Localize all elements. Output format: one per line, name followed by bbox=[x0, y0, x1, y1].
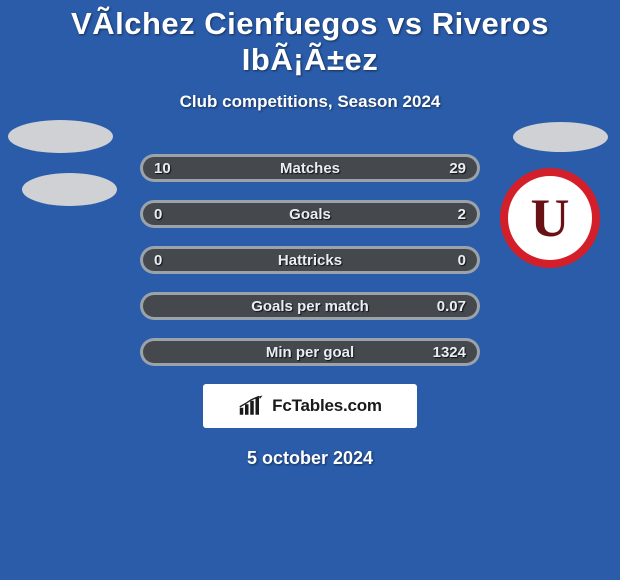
stat-right-value: 0 bbox=[420, 252, 466, 269]
stat-label: Hattricks bbox=[200, 252, 420, 269]
stat-row: 0 Goals 2 bbox=[140, 200, 480, 228]
stat-left-value: 0 bbox=[154, 252, 200, 269]
stat-row: Goals per match 0.07 bbox=[140, 292, 480, 320]
bars-icon bbox=[238, 395, 266, 417]
stat-row: 0 Hattricks 0 bbox=[140, 246, 480, 274]
stat-label: Goals bbox=[200, 206, 420, 223]
stat-left-value: 0 bbox=[154, 206, 200, 223]
stat-right-value: 29 bbox=[420, 160, 466, 177]
stat-right-value: 2 bbox=[420, 206, 466, 223]
page-subtitle: Club competitions, Season 2024 bbox=[0, 92, 620, 112]
watermark-text: FcTables.com bbox=[272, 396, 382, 416]
stat-row: 10 Matches 29 bbox=[140, 154, 480, 182]
stat-label: Min per goal bbox=[200, 344, 420, 361]
stat-label: Goals per match bbox=[200, 298, 420, 315]
player-left-placeholder-1 bbox=[8, 120, 113, 153]
stat-left-value: 10 bbox=[154, 160, 200, 177]
stat-label: Matches bbox=[200, 160, 420, 177]
player-right-placeholder bbox=[513, 122, 608, 152]
club-badge-right: U bbox=[500, 168, 600, 268]
player-left-placeholder-2 bbox=[22, 173, 117, 206]
watermark: FcTables.com bbox=[203, 384, 417, 428]
footer-date: 5 october 2024 bbox=[0, 448, 620, 469]
stat-right-value: 1324 bbox=[420, 344, 466, 361]
stat-row: Min per goal 1324 bbox=[140, 338, 480, 366]
stat-right-value: 0.07 bbox=[420, 298, 466, 315]
club-badge-letter: U bbox=[531, 187, 570, 249]
page-title: VÃlchez Cienfuegos vs Riveros IbÃ¡Ã±ez bbox=[0, 0, 620, 78]
